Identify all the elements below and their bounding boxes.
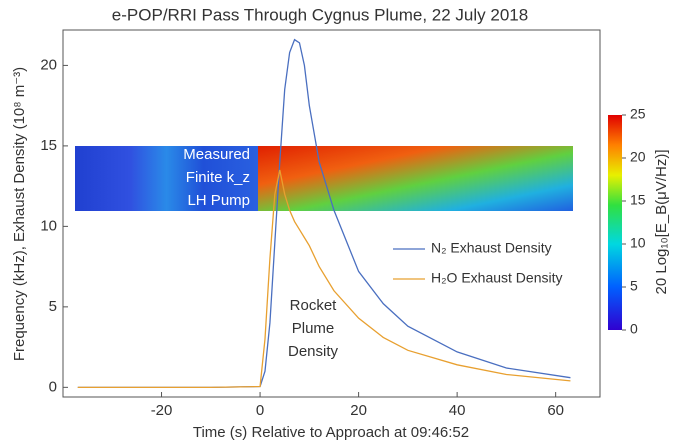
colorbar-label: 20 Log₁₀[E_B(μV/Hz)] <box>653 150 670 295</box>
spectrogram <box>75 146 573 211</box>
y-tick-label: 15 <box>40 137 57 154</box>
plume-annotation: Density <box>288 343 339 360</box>
y-tick-label: 10 <box>40 217 57 234</box>
colorbar <box>608 115 622 330</box>
spectrogram-left <box>75 146 258 211</box>
colorbar-tick-label: 20 <box>630 149 646 165</box>
chart-title: e-POP/RRI Pass Through Cygnus Plume, 22 … <box>112 5 528 24</box>
x-tick-label: 0 <box>256 402 264 419</box>
colorbar-tick-label: 0 <box>630 321 638 337</box>
colorbar-tick-label: 10 <box>630 235 646 251</box>
legend-label: H₂O Exhaust Density <box>431 270 562 286</box>
spectrogram-annotation: Measured <box>183 146 250 163</box>
colorbar-tick-label: 25 <box>630 106 646 122</box>
y-axis-label: Frequency (kHz), Exhaust Density (10⁸ m⁻… <box>11 67 28 361</box>
y-tick-label: 20 <box>40 56 57 73</box>
x-tick-label: 60 <box>547 402 564 419</box>
spectrogram-annotation: Finite k_z <box>186 169 250 186</box>
series-line <box>77 169 571 388</box>
plot-frame <box>62 29 601 398</box>
x-tick-label: -20 <box>151 402 173 419</box>
plume-annotation: Rocket <box>290 297 338 314</box>
colorbar-tick-label: 5 <box>630 278 638 294</box>
x-axis-label: Time (s) Relative to Approach at 09:46:5… <box>193 424 469 441</box>
plume-annotation: Plume <box>292 320 335 337</box>
x-tick-label: 40 <box>449 402 466 419</box>
series-line <box>77 38 571 388</box>
spectrogram-right <box>258 146 573 211</box>
spectrogram-annotation: LH Pump <box>187 192 250 209</box>
y-tick-label: 0 <box>49 378 57 395</box>
y-tick-label: 5 <box>49 298 57 315</box>
x-tick-label: 20 <box>350 402 367 419</box>
legend-label: N₂ Exhaust Density <box>431 240 552 256</box>
colorbar-tick-label: 15 <box>630 192 646 208</box>
